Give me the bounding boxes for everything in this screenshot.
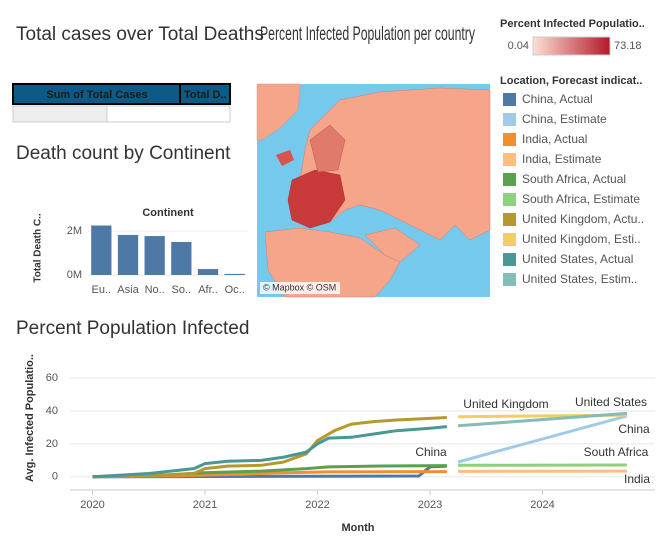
legend-title: Percent Infected Populatio..: [500, 18, 645, 30]
series-line: [92, 425, 448, 479]
table-cell: [106, 105, 231, 123]
legend-label: United States, Estim..: [522, 272, 637, 286]
y-axis-title: Avg. Infected Populatio..: [24, 354, 36, 482]
y-tick-label: 20: [46, 438, 58, 450]
x-tick-label: 2021: [193, 499, 217, 511]
map-land: [364, 227, 421, 263]
x-tick-label: Afr..: [198, 284, 218, 296]
x-tick-label: Asia: [117, 284, 139, 296]
legend-swatch: [503, 153, 516, 166]
legend-swatch: [503, 173, 516, 186]
legend-swatch: [503, 93, 516, 106]
bar: [117, 234, 139, 275]
legend-swatch: [503, 253, 516, 266]
map-credit-bg: [260, 282, 340, 294]
map-credit: © Mapbox © OSM: [263, 282, 336, 292]
x-axis-title: Month: [342, 522, 375, 534]
annotation: South Africa: [584, 445, 649, 459]
column-header: Sum of Total Cases: [46, 89, 147, 101]
map: [256, 83, 491, 298]
annotation: United Kingdom: [463, 397, 548, 411]
x-tick-label: 2023: [418, 499, 442, 511]
chart-title: Total cases over Total Deaths: [16, 24, 264, 45]
annotation: India: [624, 472, 650, 486]
series-line: [92, 416, 447, 479]
map-land: [309, 124, 346, 173]
legend-label: South Africa, Actual: [522, 172, 626, 186]
series-line: [457, 414, 628, 464]
legend-label: India, Estimate: [522, 152, 602, 166]
y-tick-label: 0M: [67, 269, 82, 281]
x-tick-label: So..: [172, 284, 192, 296]
x-tick-label: 2020: [80, 499, 104, 511]
series-line: [457, 411, 628, 428]
y-tick-label: 2M: [67, 225, 82, 237]
bar: [224, 273, 245, 275]
y-tick-label: 60: [46, 372, 58, 384]
x-tick-label: 2024: [530, 499, 554, 511]
y-axis-title: Total Death C..: [33, 213, 44, 282]
x-tick-label: Oc..: [225, 284, 245, 296]
annotation: United States: [575, 395, 647, 409]
x-axis-title: Continent: [142, 207, 194, 219]
legend-swatch: [503, 213, 516, 226]
legend-label: South Africa, Estimate: [522, 192, 640, 206]
bar: [197, 269, 219, 275]
map-land: [276, 150, 294, 166]
legend-label: China, Estimate: [522, 112, 607, 126]
x-tick-label: Eu..: [92, 284, 112, 296]
legend-swatch: [503, 273, 516, 286]
chart-title: Percent Population Infected: [16, 318, 249, 339]
table-cell: [12, 105, 108, 123]
legend-swatch: [503, 193, 516, 206]
map-land: [256, 83, 301, 141]
legend-swatch: [503, 113, 516, 126]
chart-title: Death count by Continent: [16, 143, 231, 164]
legend-label: United States, Actual: [522, 252, 633, 266]
chart-title: Percent Infected Population per country: [260, 24, 475, 45]
color-scale: [532, 36, 611, 56]
bar: [144, 236, 165, 275]
color-scale-max: 73.18: [614, 40, 642, 52]
annotation: China: [415, 445, 447, 459]
bar: [91, 225, 112, 275]
y-tick-label: 40: [46, 405, 58, 417]
x-tick-label: 2022: [305, 499, 329, 511]
legend-swatch: [503, 133, 516, 146]
column-header: Total D..: [184, 89, 227, 101]
x-tick-label: No..: [145, 284, 165, 296]
table-header: [12, 83, 231, 105]
bar: [171, 242, 192, 275]
legend-label: United Kingdom, Actu..: [522, 212, 644, 226]
legend-label: India, Actual: [522, 132, 587, 146]
legend-label: United Kingdom, Esti..: [522, 232, 641, 246]
y-tick-label: 0: [52, 471, 58, 483]
color-scale-min: 0.04: [508, 40, 529, 52]
legend-title: Location, Forecast indicat..: [500, 75, 642, 87]
annotation: China: [618, 422, 650, 436]
legend-label: China, Actual: [522, 92, 593, 106]
legend-swatch: [503, 233, 516, 246]
